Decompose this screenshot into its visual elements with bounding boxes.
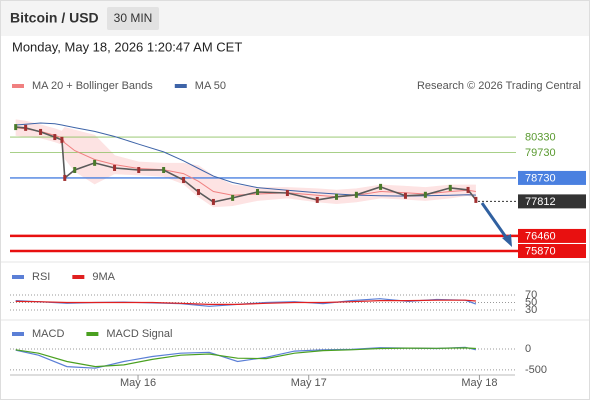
legend-label: MA 20 + Bollinger Bands — [32, 80, 153, 92]
interval-badge[interactable] — [107, 7, 159, 30]
bollinger-band — [15, 119, 476, 207]
chart-title: Bitcoin / USD — [10, 10, 99, 26]
candle — [285, 190, 289, 197]
candle — [315, 196, 319, 203]
level-label: 75870 — [525, 245, 556, 257]
candle — [403, 192, 407, 199]
candle — [466, 186, 470, 193]
level-label-box — [518, 244, 586, 259]
level-label: 80330 — [525, 131, 556, 143]
candle — [379, 183, 383, 190]
candle — [182, 176, 186, 183]
candle — [196, 188, 200, 195]
candle — [60, 136, 64, 143]
forecast-arrow — [480, 202, 510, 241]
x-tick-label: May 16 — [120, 377, 156, 389]
legend-label: 9MA — [92, 271, 115, 283]
level-label: 78730 — [525, 172, 556, 184]
candle — [73, 167, 77, 174]
y-tick-label: 50 — [525, 296, 537, 308]
legend-swatch — [72, 275, 85, 279]
legend-label: MACD — [32, 328, 64, 340]
y-tick-label: -500 — [525, 364, 547, 376]
candle — [211, 198, 215, 205]
bollinger-upper — [15, 119, 476, 191]
level-label: 76460 — [525, 230, 556, 242]
candle — [354, 191, 358, 198]
level-label: 77812 — [525, 196, 556, 208]
level-label: 79730 — [525, 147, 556, 159]
candle — [14, 124, 18, 131]
candle — [231, 194, 235, 201]
y-tick-label: 30 — [525, 304, 537, 316]
legend-swatch — [12, 84, 24, 88]
legend-label: MACD Signal — [106, 328, 172, 340]
timestamp: Monday, May 18, 2026 1:20:47 AM CET — [12, 39, 242, 54]
x-tick-label: May 18 — [461, 377, 497, 389]
y-tick-label: 70 — [525, 289, 537, 301]
x-tick-label: May 17 — [291, 377, 327, 389]
level-label-box — [518, 228, 586, 243]
legend-swatch — [174, 84, 187, 88]
legend-swatch — [12, 332, 24, 336]
candle — [162, 167, 166, 174]
legend-swatch — [12, 275, 24, 279]
legend-swatch — [86, 332, 99, 336]
legend-label: MA 50 — [195, 80, 226, 92]
candle — [39, 128, 43, 135]
price-line — [15, 126, 477, 203]
interval[interactable]: 30 MIN — [114, 11, 153, 25]
candle — [24, 124, 28, 131]
candle — [448, 184, 452, 191]
candle — [113, 164, 117, 171]
level-label-box — [518, 170, 586, 185]
y-tick-label: 0 — [525, 343, 531, 355]
candle — [93, 159, 97, 166]
candle — [63, 174, 67, 181]
source: Research © 2026 Trading Central — [417, 80, 581, 92]
level-label-box — [518, 194, 586, 209]
candle — [334, 193, 338, 200]
candle — [137, 167, 141, 174]
indicator-line — [15, 299, 476, 305]
candle — [53, 134, 57, 141]
forecast-arrow-head — [502, 234, 512, 247]
candle — [256, 188, 260, 195]
candle — [423, 191, 427, 198]
ma-line — [15, 122, 476, 197]
legend-label: RSI — [32, 271, 50, 283]
header-bar — [1, 1, 589, 36]
indicator-line — [15, 347, 476, 368]
candle — [474, 196, 478, 203]
